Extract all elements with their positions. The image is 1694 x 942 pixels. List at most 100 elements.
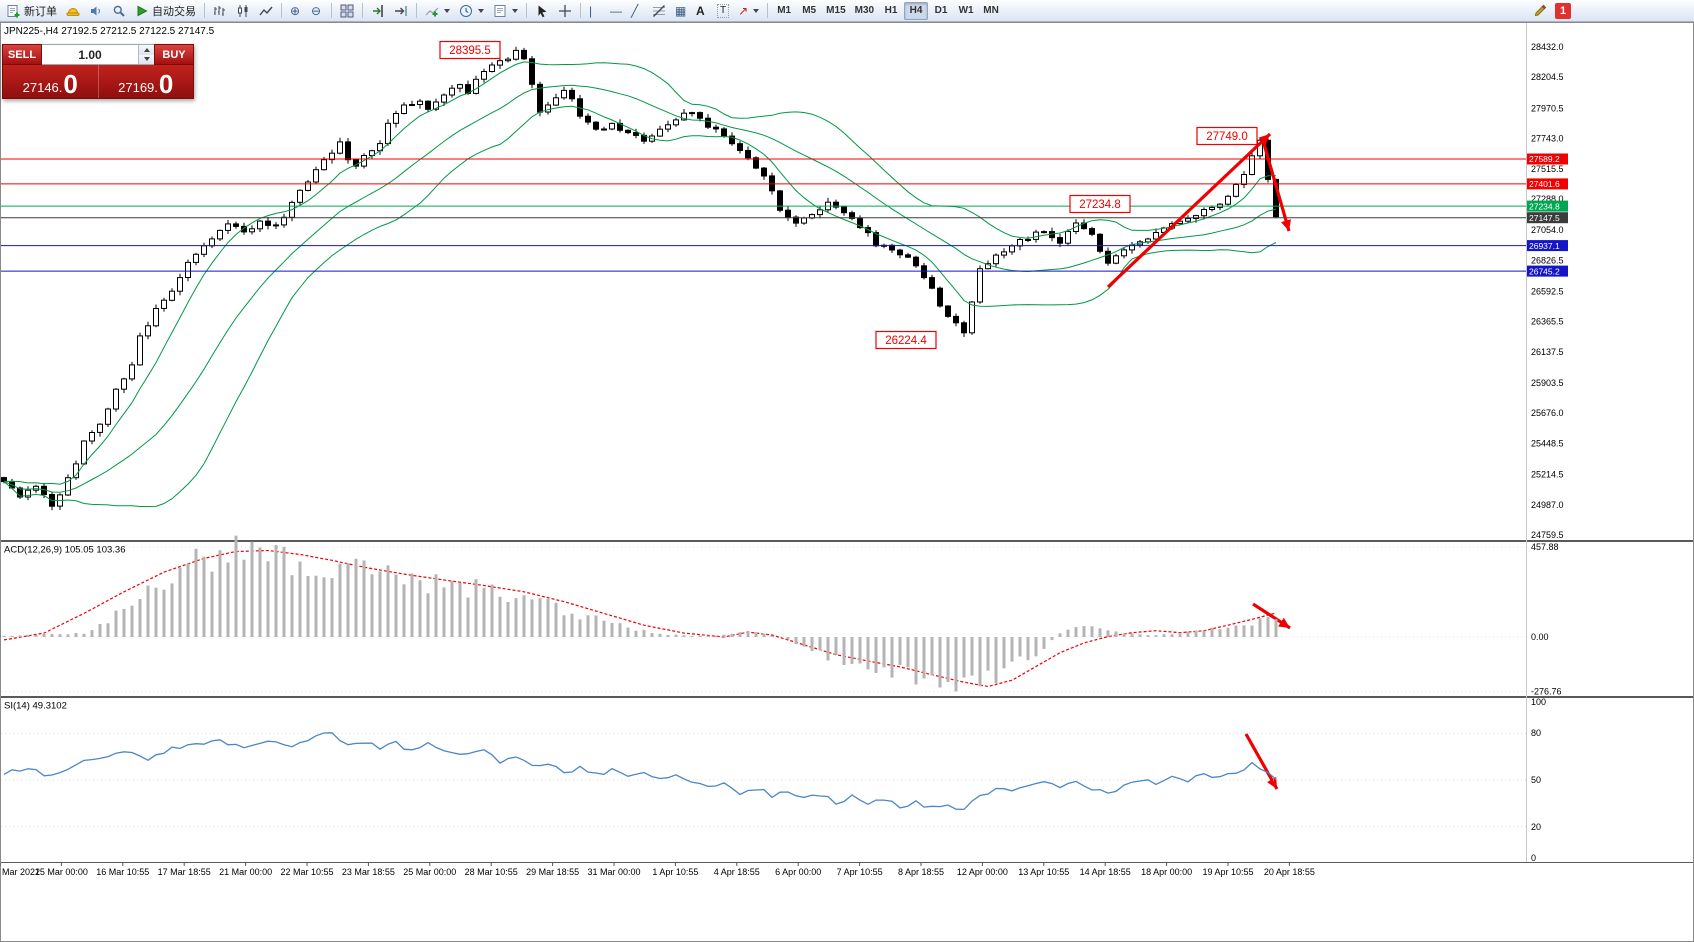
search-button[interactable] [108,2,130,20]
new-order-label: 新订单 [24,5,57,18]
price-axis-tag [1527,240,1568,252]
expert-advisor-button[interactable] [62,2,84,20]
candlestick-chart-button[interactable] [232,2,254,20]
timeframe-mn-button[interactable]: MN [979,2,1003,20]
timeframe-h4-button[interactable]: H4 [904,1,929,20]
zoom-out-button[interactable]: ⊖ [307,2,327,20]
speaker-icon [91,6,100,15]
timeframe-m1-button[interactable]: M1 [772,2,796,20]
vertical-line-icon: | [589,3,593,18]
price-axis-tag [1527,212,1568,224]
svg-text:100: 100 [1531,697,1546,707]
bar-chart-button[interactable] [209,2,231,20]
price-callouts[interactable]: 28395.5 27749.0 27234.8 26224.4 [439,40,1258,350]
timeframe-m15-button[interactable]: M15 [822,2,849,20]
sell-button[interactable]: SELL [2,44,42,65]
svg-text:20 Apr 18:55: 20 Apr 18:55 [1264,867,1315,877]
price-callout[interactable] [439,40,501,60]
template-icon [494,4,506,17]
price-callout[interactable] [875,330,937,350]
dropdown-caret-icon [444,8,450,13]
buy-price[interactable]: 27169. 0 [97,65,194,98]
svg-text:14 Apr 18:55: 14 Apr 18:55 [1080,867,1131,877]
svg-text:25214.5: 25214.5 [1531,470,1564,480]
price-axis-tag [1527,265,1568,277]
svg-text:7 Apr 10:55: 7 Apr 10:55 [837,867,883,877]
svg-text:12 Apr 00:00: 12 Apr 00:00 [957,867,1008,877]
price-axis: 28432.0 28204.5 27970.5 27743.0 27515.5 27288… [1531,42,1564,540]
macd-panel: 457.88 0.00 -276.76 ACD(12,26,9) 105.05 103… [1,542,1562,696]
toolbar-separator [281,3,282,18]
svg-text:26826.5: 26826.5 [1531,255,1564,265]
bar-chart-icon [214,5,225,16]
timeframe-m5-button[interactable]: M5 [797,2,821,20]
price-axis-tag [1527,153,1568,165]
auto-scroll-icon [395,5,407,16]
svg-text:80: 80 [1531,728,1541,738]
svg-text:25676.0: 25676.0 [1531,408,1564,418]
buy-price-main: 27169. [118,80,158,95]
new-order-button[interactable]: 新订单 [3,2,61,20]
timeframe-d1-button[interactable]: D1 [929,2,953,20]
svg-text:29 Mar 18:55: 29 Mar 18:55 [526,867,579,877]
auto-scroll-button[interactable] [390,2,412,20]
svg-text:0.00: 0.00 [1531,632,1549,642]
sound-alert-button[interactable] [85,2,107,20]
crosshair-icon [559,4,571,17]
timeframe-w1-button[interactable]: W1 [954,2,978,20]
zoom-in-button[interactable]: ⊕ [286,2,306,20]
macd-label: ACD(12,26,9) 105.05 103.36 [4,545,125,556]
toolbar-separator [416,3,417,18]
notification-badge[interactable]: 1 [1555,2,1571,19]
price-callout[interactable] [1196,126,1258,146]
templates-button[interactable] [489,2,522,20]
cursor-button[interactable] [531,2,553,20]
tile-windows-button[interactable] [336,2,358,20]
trendline-button[interactable]: ╱ [627,2,647,20]
trend-arrows[interactable] [1106,132,1291,790]
volume-up-button[interactable] [139,45,154,55]
buy-button[interactable]: BUY [154,44,194,65]
svg-text:27234.8: 27234.8 [1529,201,1560,211]
price-axis-tag [1527,200,1568,212]
svg-text:50: 50 [1531,775,1541,785]
line-chart-button[interactable] [255,2,277,20]
price-axis-tag [1527,178,1568,190]
crosshair-button[interactable] [554,2,576,20]
svg-text:4 Apr 18:55: 4 Apr 18:55 [714,867,760,877]
toolbar-separator [331,3,332,18]
fibonacci-button[interactable] [648,2,670,20]
svg-text:27970.5: 27970.5 [1531,103,1564,113]
chart-shift-button[interactable] [367,2,389,20]
svg-text:27749.0: 27749.0 [1206,131,1248,143]
volume-down-button[interactable] [139,54,154,64]
svg-text:26224.4: 26224.4 [885,335,927,347]
text-label-button[interactable]: T [713,2,733,20]
zoom-out-icon: ⊖ [311,3,322,18]
svg-text:16 Mar 10:55: 16 Mar 10:55 [96,867,149,877]
edit-button[interactable] [1529,2,1551,20]
indicators-button[interactable] [421,2,454,20]
vertical-line-button[interactable]: | [585,2,605,20]
text-icon: A [696,3,705,18]
sell-price-pips: 0 [63,69,78,99]
down-arrow-icon [143,57,150,62]
horizontal-line-button[interactable]: — [606,2,626,20]
svg-text:27147.5: 27147.5 [1529,213,1560,223]
sell-price[interactable]: 27146. 0 [3,65,98,98]
timeframe-m30-button[interactable]: M30 [851,2,878,20]
price-callout[interactable] [1069,194,1131,214]
volume-input[interactable] [42,45,138,64]
arrows-button[interactable]: ↗ [734,2,763,20]
auto-trading-button[interactable]: 自动交易 [131,2,200,20]
main-toolbar: 新订单 自动交易 [0,0,1694,22]
toolbar-right-group: 1 [1529,2,1691,20]
timeframe-h1-button[interactable]: H1 [879,2,903,20]
sell-price-main: 27146. [22,80,63,95]
shapes-button[interactable]: ▦ [671,2,691,20]
text-button[interactable]: A [692,2,712,20]
svg-text:25448.5: 25448.5 [1531,438,1564,448]
periods-button[interactable] [455,2,488,20]
